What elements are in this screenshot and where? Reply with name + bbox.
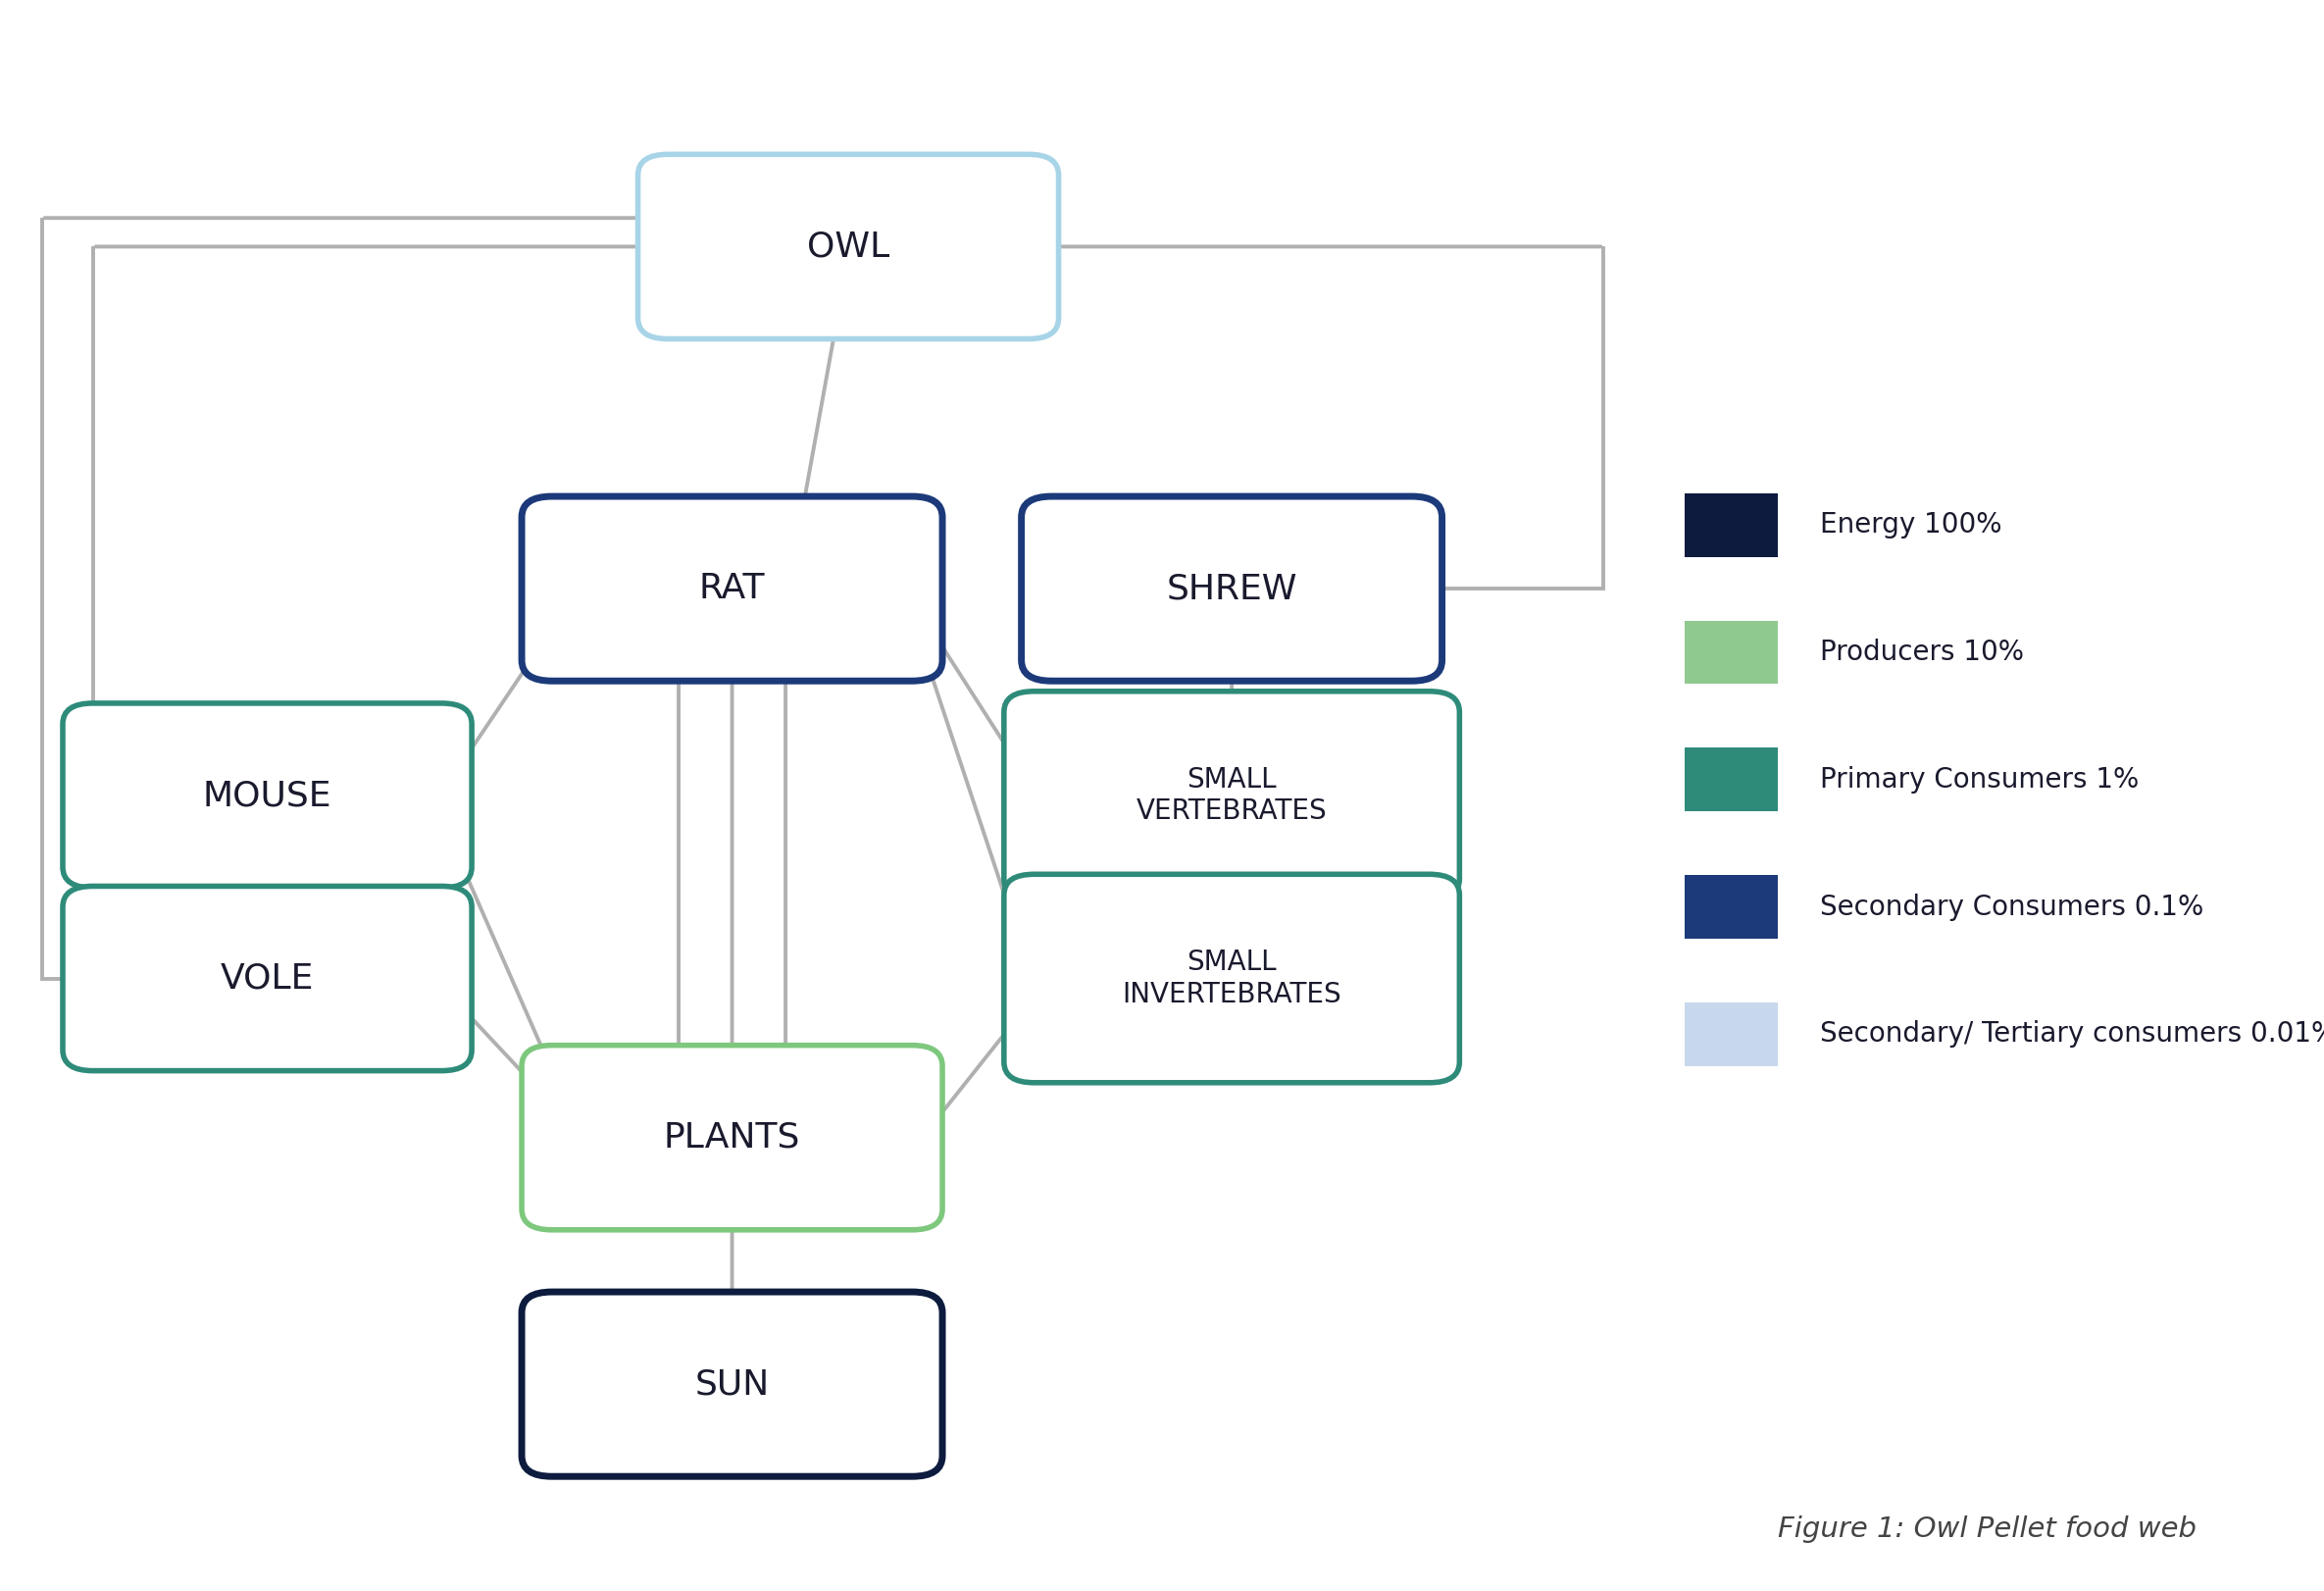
Text: Producers 10%: Producers 10%	[1820, 638, 2024, 667]
FancyBboxPatch shape	[1685, 620, 1778, 684]
Text: PLANTS: PLANTS	[665, 1122, 799, 1153]
Text: Energy 100%: Energy 100%	[1820, 511, 2001, 539]
Text: RAT: RAT	[700, 573, 765, 605]
FancyBboxPatch shape	[1685, 1002, 1778, 1066]
FancyBboxPatch shape	[63, 703, 472, 888]
Text: MOUSE: MOUSE	[202, 780, 332, 811]
Text: Secondary/ Tertiary consumers 0.01%: Secondary/ Tertiary consumers 0.01%	[1820, 1020, 2324, 1048]
FancyBboxPatch shape	[637, 154, 1057, 339]
Text: SMALL
INVERTEBRATES: SMALL INVERTEBRATES	[1122, 948, 1341, 1009]
Text: SHREW: SHREW	[1167, 573, 1297, 605]
FancyBboxPatch shape	[521, 1292, 944, 1476]
Text: SUN: SUN	[695, 1368, 769, 1400]
FancyBboxPatch shape	[1004, 690, 1459, 901]
Text: Primary Consumers 1%: Primary Consumers 1%	[1820, 765, 2138, 794]
FancyBboxPatch shape	[1023, 496, 1441, 681]
Text: Figure 1: Owl Pellet food web: Figure 1: Owl Pellet food web	[1778, 1516, 2196, 1543]
FancyBboxPatch shape	[521, 1045, 944, 1230]
Text: OWL: OWL	[806, 231, 890, 263]
Text: SMALL
VERTEBRATES: SMALL VERTEBRATES	[1136, 765, 1327, 826]
FancyBboxPatch shape	[1004, 875, 1459, 1082]
Text: Secondary Consumers 0.1%: Secondary Consumers 0.1%	[1820, 893, 2203, 921]
Text: VOLE: VOLE	[221, 963, 314, 994]
FancyBboxPatch shape	[1685, 493, 1778, 557]
FancyBboxPatch shape	[1685, 748, 1778, 811]
FancyBboxPatch shape	[521, 496, 944, 681]
FancyBboxPatch shape	[63, 886, 472, 1071]
FancyBboxPatch shape	[1685, 875, 1778, 939]
